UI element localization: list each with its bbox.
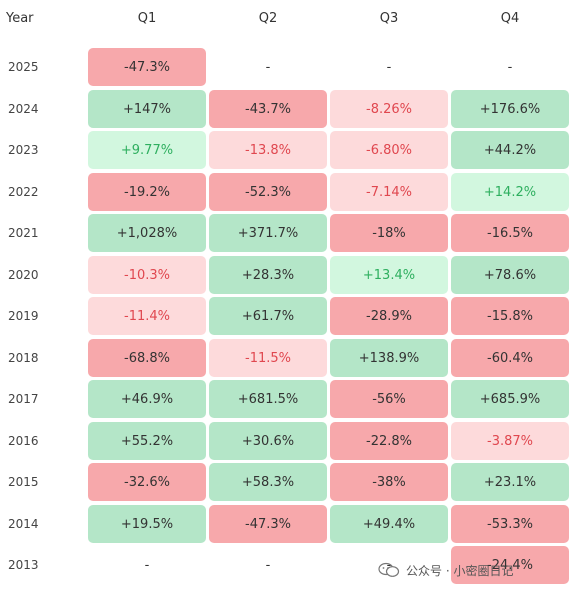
heatmap-cell: +685.9%	[451, 380, 569, 418]
heatmap-cell: +55.2%	[88, 422, 206, 460]
watermark-text: 公众号 · 小密圈日记	[406, 563, 514, 578]
year-label: 2018	[8, 351, 39, 365]
year-label: 2013	[8, 558, 39, 572]
heatmap-cell: +371.7%	[209, 214, 327, 252]
heatmap-cell: -38%	[330, 463, 448, 501]
heatmap-cell: +30.6%	[209, 422, 327, 460]
heatmap-cell: +78.6%	[451, 256, 569, 294]
column-header-q2: Q2	[258, 11, 278, 26]
heatmap-cell: -11.5%	[209, 339, 327, 377]
heatmap-cell: +1,028%	[88, 214, 206, 252]
heatmap-cell: -56%	[330, 380, 448, 418]
year-label: 2020	[8, 268, 39, 282]
heatmap-cell: +147%	[88, 90, 206, 128]
heatmap-cell: -6.80%	[330, 131, 448, 169]
heatmap-cell: -15.8%	[451, 297, 569, 335]
year-label: 2023	[8, 143, 39, 157]
heatmap-cell: -22.8%	[330, 422, 448, 460]
heatmap-cell: +61.7%	[209, 297, 327, 335]
heatmap-cell: +46.9%	[88, 380, 206, 418]
heatmap-cell: +176.6%	[451, 90, 569, 128]
year-label: 2016	[8, 434, 39, 448]
wechat-icon	[378, 562, 400, 577]
heatmap-cell: +28.3%	[209, 256, 327, 294]
heatmap-cell: -47.3%	[209, 505, 327, 543]
heatmap-cell: -11.4%	[88, 297, 206, 335]
year-label: 2019	[8, 309, 39, 323]
heatmap-cell: +23.1%	[451, 463, 569, 501]
heatmap-cell: -8.26%	[330, 90, 448, 128]
column-header-q3: Q3	[379, 11, 399, 26]
year-label: 2017	[8, 392, 39, 406]
heatmap-cell: -	[386, 59, 392, 75]
heatmap-cell: -32.6%	[88, 463, 206, 501]
heatmap-cell: -	[144, 557, 150, 573]
heatmap-cell: +19.5%	[88, 505, 206, 543]
heatmap-cell: -43.7%	[209, 90, 327, 128]
heatmap-cell: +138.9%	[330, 339, 448, 377]
heatmap-cell: -10.3%	[88, 256, 206, 294]
watermark: 公众号 · 小密圈日记	[378, 558, 513, 582]
heatmap-cell: -52.3%	[209, 173, 327, 211]
year-label: 2021	[8, 226, 39, 240]
heatmap-cell: -19.2%	[88, 173, 206, 211]
heatmap-cell: +681.5%	[209, 380, 327, 418]
heatmap-cell: +13.4%	[330, 256, 448, 294]
heatmap-cell: -53.3%	[451, 505, 569, 543]
heatmap-cell: +14.2%	[451, 173, 569, 211]
heatmap-cell: -28.9%	[330, 297, 448, 335]
column-header-q1: Q1	[137, 11, 157, 26]
heatmap-cell: -60.4%	[451, 339, 569, 377]
year-label: 2024	[8, 102, 39, 116]
heatmap-cell: -	[507, 59, 513, 75]
heatmap-cell: +44.2%	[451, 131, 569, 169]
heatmap-cell: -47.3%	[88, 48, 206, 86]
heatmap-cell: -	[386, 557, 392, 573]
heatmap-cell: +49.4%	[330, 505, 448, 543]
heatmap-cell: -	[265, 557, 271, 573]
year-label: 2014	[8, 517, 39, 531]
heatmap-cell: -	[265, 59, 271, 75]
heatmap-cell: -68.8%	[88, 339, 206, 377]
heatmap-cell: -18%	[330, 214, 448, 252]
column-header-q4: Q4	[500, 11, 520, 26]
heatmap-cell: -16.5%	[451, 214, 569, 252]
heatmap-cell: -13.8%	[209, 131, 327, 169]
year-label: 2025	[8, 60, 39, 74]
year-label: 2022	[8, 185, 39, 199]
year-column-header: Year	[6, 11, 34, 26]
year-label: 2015	[8, 475, 39, 489]
heatmap-cell: -24.4%	[451, 546, 569, 584]
heatmap-cell: -7.14%	[330, 173, 448, 211]
heatmap-cell: -3.87%	[451, 422, 569, 460]
heatmap-cell: +9.77%	[88, 131, 206, 169]
heatmap-cell: +58.3%	[209, 463, 327, 501]
